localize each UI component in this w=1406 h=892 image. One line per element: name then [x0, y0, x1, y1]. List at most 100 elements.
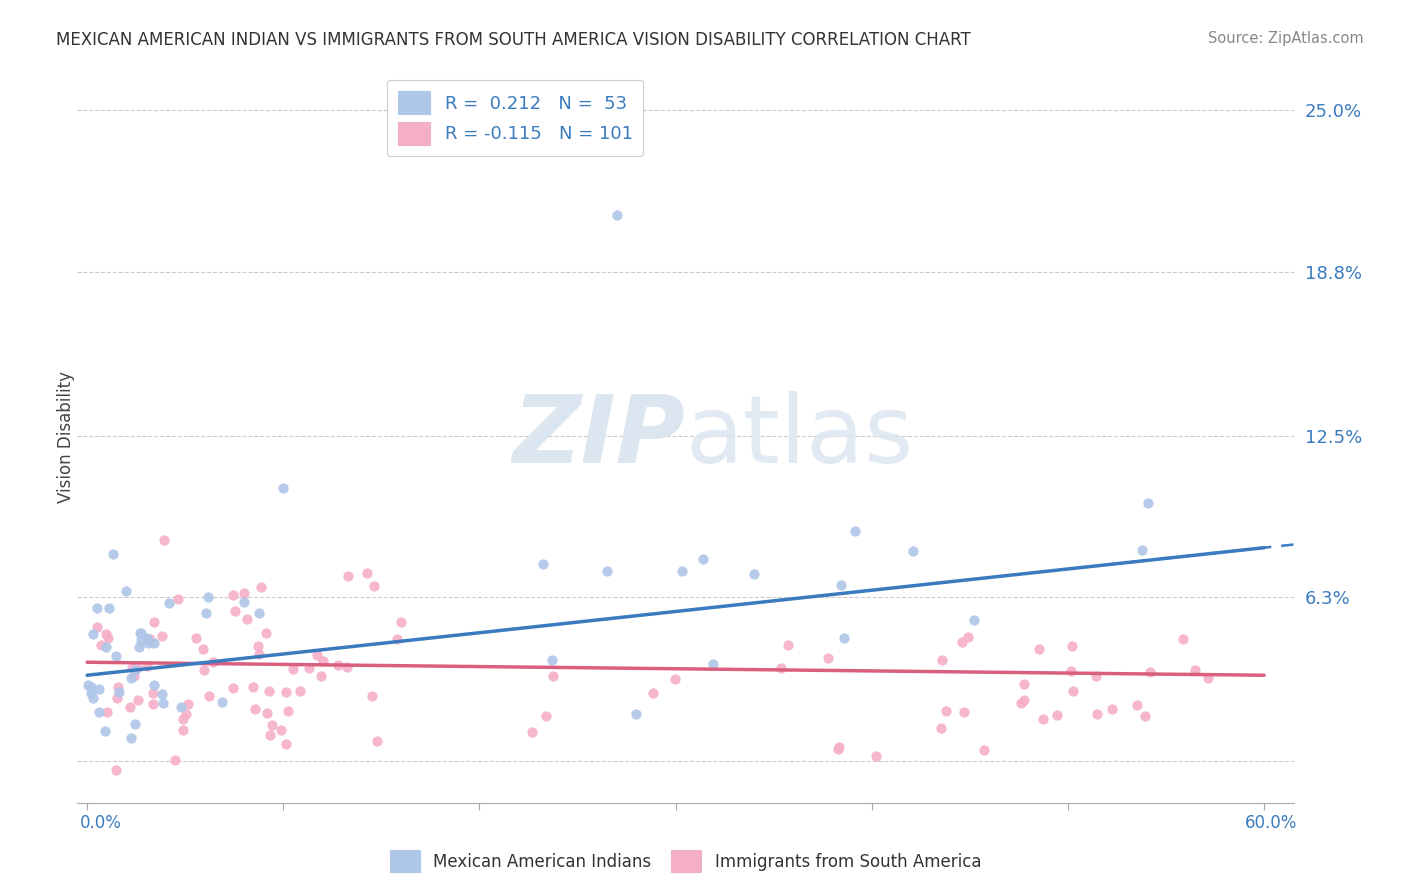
Point — [931, 652, 953, 666]
Point — [1173, 632, 1195, 646]
Point — [356, 566, 378, 581]
Point — [193, 663, 215, 677]
Point — [543, 669, 565, 683]
Point — [167, 592, 190, 607]
Point — [94, 626, 117, 640]
Point — [950, 635, 973, 649]
Point — [233, 585, 256, 599]
Point — [114, 584, 136, 599]
Text: ZIP: ZIP — [513, 391, 686, 483]
Y-axis label: Vision Disability: Vision Disability — [58, 371, 75, 503]
Point — [643, 686, 665, 700]
Point — [172, 723, 194, 737]
Point — [152, 696, 174, 710]
Point — [702, 657, 724, 672]
Point — [360, 689, 382, 703]
Text: MEXICAN AMERICAN INDIAN VS IMMIGRANTS FROM SOUTH AMERICA VISION DISABILITY CORRE: MEXICAN AMERICAN INDIAN VS IMMIGRANTS FR… — [56, 31, 972, 49]
Point — [692, 552, 714, 566]
Point — [1012, 692, 1035, 706]
Point — [153, 533, 176, 547]
Point — [86, 620, 108, 634]
Point — [108, 684, 131, 698]
Point — [139, 632, 162, 647]
Point — [257, 684, 280, 698]
Point — [201, 655, 224, 669]
Point — [277, 704, 299, 718]
Point — [385, 632, 408, 647]
Legend: Mexican American Indians, Immigrants from South America: Mexican American Indians, Immigrants fro… — [382, 844, 988, 879]
Point — [256, 706, 278, 720]
Point — [305, 648, 328, 663]
Text: 0.0%: 0.0% — [80, 814, 122, 831]
Point — [136, 658, 159, 673]
Point — [865, 748, 887, 763]
Point — [1139, 665, 1161, 679]
Point — [326, 658, 349, 673]
Point — [903, 544, 925, 558]
Point — [973, 743, 995, 757]
Point — [222, 587, 245, 601]
Point — [956, 630, 979, 644]
Point — [541, 653, 564, 667]
Point — [224, 604, 246, 618]
Point — [828, 739, 851, 754]
Point — [1085, 669, 1108, 683]
Point — [124, 717, 146, 731]
Point — [186, 631, 208, 645]
Point — [163, 753, 186, 767]
Point — [174, 706, 197, 721]
Point — [135, 632, 157, 646]
Point — [76, 678, 98, 692]
Point — [233, 595, 256, 609]
Point — [120, 671, 142, 685]
Point — [247, 639, 270, 653]
Point — [143, 615, 166, 629]
Point — [80, 686, 103, 700]
Point — [963, 613, 986, 627]
Point — [138, 636, 160, 650]
Point — [105, 764, 128, 778]
Point — [262, 718, 284, 732]
Point — [1136, 496, 1159, 510]
Point — [245, 702, 267, 716]
Point — [105, 649, 128, 664]
Point — [170, 699, 193, 714]
Point — [596, 564, 619, 578]
Point — [1197, 671, 1219, 685]
Point — [97, 601, 120, 615]
Point — [142, 678, 165, 692]
Point — [520, 725, 543, 739]
Point — [1125, 698, 1147, 712]
Point — [298, 660, 321, 674]
Point — [1060, 640, 1083, 654]
Point — [121, 661, 143, 675]
Point — [142, 697, 165, 711]
Point — [274, 737, 297, 751]
Point — [536, 709, 558, 723]
Point — [1101, 702, 1123, 716]
Point — [1046, 708, 1069, 723]
Point — [195, 607, 218, 621]
Point — [94, 723, 117, 738]
Point — [247, 647, 270, 661]
Point — [242, 680, 264, 694]
Point — [254, 625, 277, 640]
Point — [1130, 543, 1153, 558]
Text: Source: ZipAtlas.com: Source: ZipAtlas.com — [1208, 31, 1364, 46]
Point — [1010, 696, 1032, 710]
Point — [830, 578, 852, 592]
Point — [671, 564, 693, 578]
Point — [366, 733, 388, 747]
Point — [1012, 677, 1035, 691]
Point — [94, 640, 117, 655]
Point — [776, 638, 799, 652]
Point — [1184, 663, 1206, 677]
Point — [626, 707, 648, 722]
Point — [193, 642, 215, 657]
Point — [87, 682, 110, 697]
Point — [198, 690, 221, 704]
Point — [935, 704, 957, 718]
Point — [664, 672, 686, 686]
Point — [142, 686, 165, 700]
Point — [96, 705, 118, 719]
